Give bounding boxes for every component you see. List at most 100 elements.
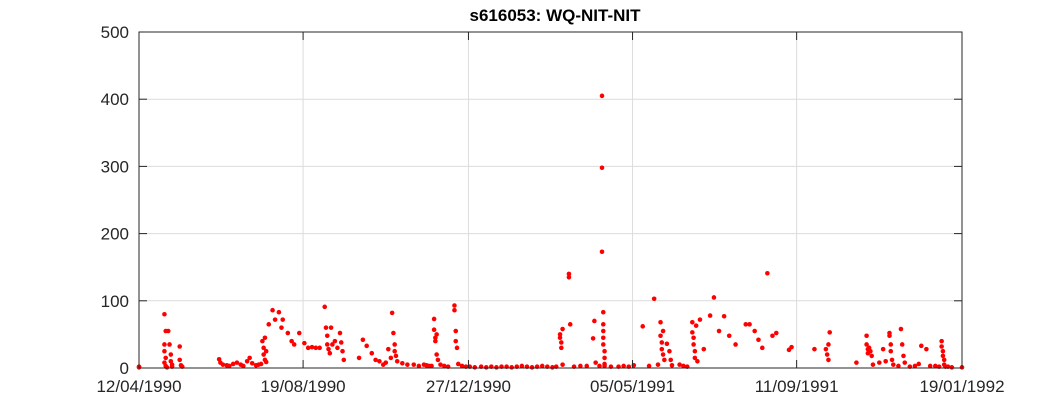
data-point [864, 342, 869, 347]
data-point [560, 362, 565, 367]
y-tick-label: 200 [101, 225, 129, 244]
data-point [692, 348, 698, 354]
data-point [266, 322, 272, 327]
data-point [690, 320, 695, 325]
data-point [660, 352, 666, 357]
data-point [335, 345, 340, 351]
data-point [566, 274, 572, 280]
data-point [658, 333, 663, 339]
data-point [220, 362, 226, 367]
data-point [330, 342, 335, 347]
data-point [600, 322, 606, 327]
data-point [434, 332, 439, 337]
data-point [263, 359, 269, 365]
data-point [600, 342, 606, 347]
data-point [356, 355, 362, 361]
data-point [939, 338, 944, 344]
data-point [869, 353, 874, 359]
data-point [305, 345, 311, 351]
data-point [826, 357, 831, 363]
data-point [692, 355, 698, 361]
data-point [405, 362, 410, 367]
data-point [452, 303, 457, 308]
x-tick-label: 19/01/1992 [919, 377, 1004, 396]
x-axis-tick-labels: 12/04/1990 19/08/1990 27/12/1990 05/05/1991… [96, 377, 1004, 396]
data-point [454, 345, 460, 351]
data-point [898, 326, 904, 332]
data-point [168, 352, 174, 357]
data-point [667, 348, 672, 354]
data-point [431, 327, 437, 332]
data-point [716, 328, 722, 334]
data-point [887, 333, 892, 339]
data-point [557, 332, 563, 337]
data-point [912, 363, 918, 369]
data-point [701, 346, 707, 352]
data-point [392, 348, 397, 354]
data-point [602, 355, 607, 361]
y-tick-label: 100 [101, 292, 129, 311]
data-point [262, 335, 268, 341]
data-point [272, 317, 278, 322]
data-point [165, 328, 171, 334]
data-point [697, 317, 703, 322]
data-point [864, 333, 869, 339]
data-point [743, 322, 749, 327]
data-point [660, 328, 666, 334]
data-point [326, 346, 331, 352]
data-point [883, 358, 888, 364]
y-axis-tick-labels: 0 100 200 300 400 500 [101, 23, 129, 378]
data-point [258, 361, 264, 367]
data-point [651, 296, 657, 302]
data-point [600, 335, 606, 341]
data-point [877, 360, 882, 365]
chart-title: s616053: WQ-NIT-NIT [470, 6, 642, 25]
data-point [337, 330, 343, 336]
data-point [578, 363, 583, 369]
data-point [453, 338, 459, 344]
data-point [690, 330, 695, 335]
data-point [438, 362, 443, 367]
data-point [429, 363, 434, 369]
data-point [889, 357, 895, 363]
x-tick-label: 05/05/1991 [590, 377, 675, 396]
data-point [323, 325, 329, 330]
data-point [431, 316, 437, 322]
data-point [341, 357, 347, 363]
data-point [289, 338, 294, 344]
data-point [664, 341, 670, 347]
data-point [162, 311, 167, 317]
data-point [270, 307, 275, 313]
data-point [599, 249, 605, 255]
data-point [309, 344, 315, 350]
data-point [389, 310, 395, 316]
data-point [383, 360, 389, 365]
data-point [388, 355, 394, 361]
data-point [529, 365, 535, 370]
data-point [162, 342, 167, 347]
data-point [167, 342, 172, 347]
data-point [868, 348, 873, 354]
data-point [455, 361, 461, 367]
data-point [291, 342, 297, 347]
data-point [599, 165, 605, 171]
x-tick-label: 19/08/1990 [261, 377, 346, 396]
data-point [659, 340, 665, 345]
data-point [296, 330, 302, 336]
data-point [364, 343, 369, 349]
data-point [599, 93, 605, 99]
data-point [721, 313, 727, 319]
data-point [765, 270, 770, 276]
data-point [899, 342, 905, 347]
data-point [854, 360, 859, 365]
data-point [261, 352, 266, 357]
data-point [826, 342, 831, 347]
data-point [600, 309, 606, 315]
data-point [916, 361, 922, 367]
data-point [752, 328, 757, 334]
data-point [276, 309, 282, 315]
data-point [328, 325, 334, 330]
data-point [592, 318, 597, 324]
data-point [393, 353, 399, 359]
